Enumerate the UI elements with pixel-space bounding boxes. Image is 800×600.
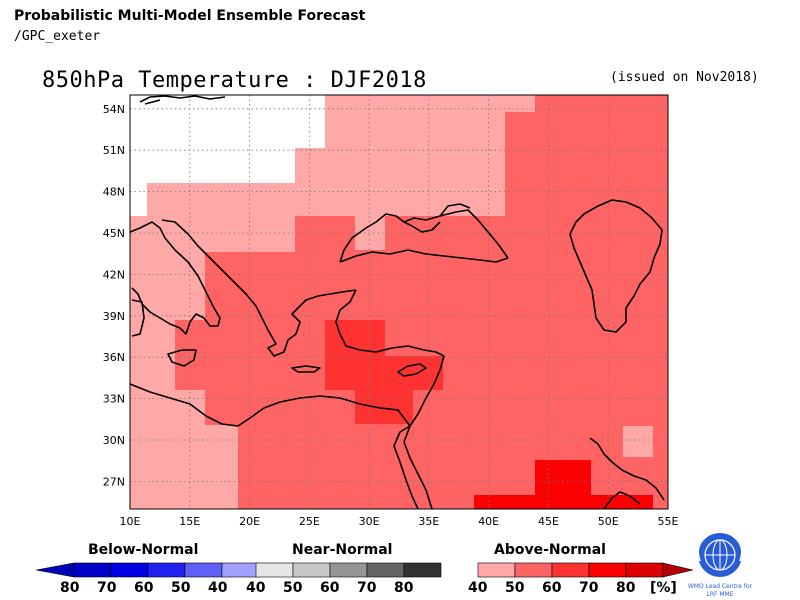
legend-tick-label: 40: [468, 580, 488, 596]
legend-swatch: [477, 562, 516, 578]
wmo-logo: WMO Lead Centre for LRF MME: [688, 533, 753, 598]
legend-swatch: [221, 562, 260, 578]
figure-subtitle: /GPC_exeter: [14, 29, 101, 44]
longitude-tick-label: 50E: [598, 515, 619, 528]
latitude-tick-label: 54N: [103, 103, 125, 116]
region-above-60-levant: [325, 320, 443, 424]
legend-tick-label: 60: [542, 580, 562, 596]
longitude-tick-label: 25E: [299, 515, 320, 528]
legend-tick-label: 60: [320, 580, 340, 596]
longitude-tick-label: 15E: [179, 515, 200, 528]
legend-near-normal-bar: [255, 562, 442, 578]
legend-tick-label: 80: [394, 580, 414, 596]
longitude-tick-label: 40E: [478, 515, 499, 528]
longitude-tick-label: 10E: [120, 515, 141, 528]
legend-arrow: [662, 562, 694, 578]
legend-arrow: [35, 562, 75, 578]
latitude-tick-label: 39N: [103, 310, 125, 323]
legend-title-near-normal: Near-Normal: [292, 542, 393, 558]
legend-swatch: [551, 562, 590, 578]
region-no-signal: [130, 95, 325, 216]
legend-tick-label: 70: [97, 580, 117, 596]
legend-swatch: [625, 562, 664, 578]
legend-swatch: [329, 562, 368, 578]
legend-tick-label: 70: [579, 580, 599, 596]
figure-title: Probabilistic Multi-Model Ensemble Forec…: [14, 8, 366, 24]
longitude-tick-label: 30E: [359, 515, 380, 528]
legend-swatch: [255, 562, 294, 578]
region-above-40-north: [130, 95, 535, 509]
latitude-tick-label: 36N: [103, 351, 125, 364]
legend-tick-label: 50: [283, 580, 303, 596]
legend-swatch: [147, 562, 186, 578]
legend-swatch: [184, 562, 223, 578]
map-title: 850hPa Temperature : DJF2018: [42, 68, 427, 93]
legend-tick-label: 40: [246, 580, 266, 596]
longitude-tick-label: 35E: [418, 515, 439, 528]
longitude-tick-labels: 10E 15E 20E 25E 30E 35E 40E 45E 50E 55E: [120, 515, 679, 528]
legend-swatch: [73, 562, 112, 578]
legend-title-below-normal: Below-Normal: [88, 542, 199, 558]
legend-tick-label: 80: [616, 580, 636, 596]
legend-swatch: [514, 562, 553, 578]
legend-unit: [%]: [650, 580, 677, 596]
legend-above-normal-bar: [477, 562, 694, 578]
legend-swatch: [403, 562, 442, 578]
latitude-tick-labels: 54N 51N 48N 45N 42N 39N 36N 33N 30N 27N: [103, 103, 125, 489]
latitude-tick-label: 45N: [103, 227, 125, 240]
legend-tick-label: 70: [357, 580, 377, 596]
latitude-tick-label: 51N: [103, 144, 125, 157]
legend-tick-label: 80: [60, 580, 80, 596]
latitude-tick-label: 42N: [103, 268, 125, 281]
legend-tick-label: 60: [134, 580, 154, 596]
legend-swatch: [366, 562, 405, 578]
latitude-tick-label: 33N: [103, 393, 125, 406]
graticule: [130, 95, 668, 509]
legend-tick-label: 50: [171, 580, 191, 596]
legend-tick-label: 50: [505, 580, 525, 596]
longitude-tick-label: 20E: [239, 515, 260, 528]
probability-field: [130, 95, 668, 509]
latitude-tick-label: 48N: [103, 186, 125, 199]
legend-swatch: [292, 562, 331, 578]
logo-caption-line2: LRF MME: [706, 591, 733, 598]
region-above-50: [175, 95, 668, 509]
legend-title-above-normal: Above-Normal: [494, 542, 606, 558]
issued-date: (issued on Nov2018): [610, 70, 759, 85]
legend-below-normal-bar: [35, 562, 260, 578]
region-above-40-gulf-patch: [623, 426, 653, 457]
legend-tick-label: 40: [208, 580, 228, 596]
longitude-tick-label: 55E: [658, 515, 679, 528]
coastlines: [130, 95, 665, 509]
latitude-tick-label: 27N: [103, 475, 125, 488]
longitude-tick-label: 45E: [538, 515, 559, 528]
latitude-tick-label: 30N: [103, 434, 125, 447]
map-frame: [129, 94, 669, 510]
legend-swatch: [110, 562, 149, 578]
logo-caption-line1: WMO Lead Centre for: [688, 583, 753, 590]
legend-swatch: [588, 562, 627, 578]
